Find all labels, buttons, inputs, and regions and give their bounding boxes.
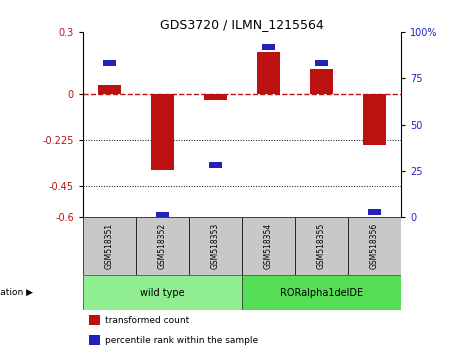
Text: GSM518351: GSM518351 bbox=[105, 223, 114, 269]
Text: genotype/variation ▶: genotype/variation ▶ bbox=[0, 288, 33, 297]
Text: GSM518354: GSM518354 bbox=[264, 223, 273, 269]
Bar bbox=[242, 217, 295, 275]
Text: GSM518353: GSM518353 bbox=[211, 223, 220, 269]
Text: transformed count: transformed count bbox=[105, 315, 189, 325]
Bar bbox=[348, 217, 401, 275]
Bar bbox=[136, 217, 189, 275]
Bar bbox=[295, 217, 348, 275]
Bar bbox=[189, 217, 242, 275]
Bar bbox=[151, 94, 174, 170]
Text: RORalpha1delDE: RORalpha1delDE bbox=[280, 287, 363, 297]
Bar bbox=[89, 336, 100, 345]
Bar bbox=[310, 69, 333, 94]
Bar bbox=[156, 212, 169, 218]
Text: GSM518352: GSM518352 bbox=[158, 223, 167, 269]
Text: wild type: wild type bbox=[140, 287, 185, 297]
Bar bbox=[242, 275, 401, 310]
Bar bbox=[98, 85, 121, 94]
Text: percentile rank within the sample: percentile rank within the sample bbox=[105, 336, 258, 345]
Bar bbox=[204, 94, 227, 100]
Bar bbox=[103, 61, 116, 66]
Bar bbox=[83, 275, 242, 310]
Bar bbox=[262, 44, 275, 50]
Bar bbox=[209, 162, 222, 168]
Bar bbox=[89, 315, 100, 325]
Bar bbox=[368, 209, 381, 215]
Bar bbox=[315, 61, 328, 66]
Bar bbox=[83, 217, 136, 275]
Title: GDS3720 / ILMN_1215564: GDS3720 / ILMN_1215564 bbox=[160, 18, 324, 31]
Text: GSM518355: GSM518355 bbox=[317, 223, 326, 269]
Bar bbox=[257, 52, 280, 94]
Text: GSM518356: GSM518356 bbox=[370, 223, 379, 269]
Bar bbox=[363, 94, 386, 145]
